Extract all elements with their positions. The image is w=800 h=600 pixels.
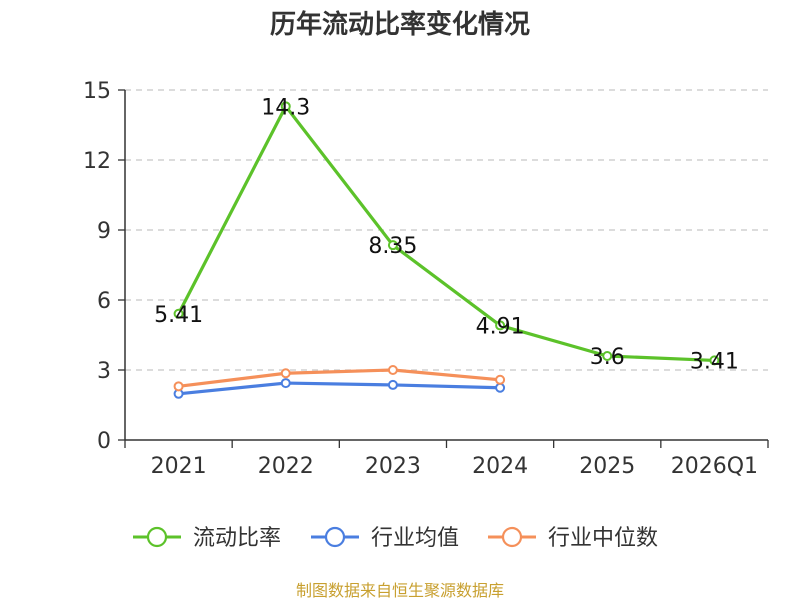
data-labels: 5.41 14.3 8.35 4.91 3.6 3.41 (154, 95, 739, 374)
y-tick-label-15: 15 (83, 79, 111, 104)
y-tick-labels: 0 3 6 9 12 15 (83, 79, 111, 454)
x-tick-label-2024: 2024 (472, 454, 528, 479)
data-label-5: 3.41 (690, 349, 739, 374)
legend-label-1: 行业均值 (371, 526, 459, 551)
data-point-0-5 (709, 355, 720, 366)
data-point-0-4 (602, 351, 613, 361)
data-label-2: 8.35 (368, 234, 417, 259)
data-label-3: 4.91 (476, 314, 525, 339)
y-tick-label-12: 12 (83, 149, 111, 174)
series-line-1 (178, 381, 501, 396)
data-label-1: 14.3 (261, 95, 310, 120)
data-point-1-2 (387, 379, 398, 390)
data-point-0-3 (495, 320, 506, 331)
source-note: 制图数据来自恒生聚源数据库 (296, 581, 504, 600)
data-point-2-3 (495, 374, 506, 385)
data-label-4: 3.6 (590, 345, 625, 370)
data-point-0-1 (280, 101, 291, 112)
legend-item-1[interactable]: 行业均值 (311, 526, 459, 551)
x-tick-label-2022: 2022 (258, 454, 314, 479)
series-group (173, 101, 720, 399)
legend-item-2[interactable]: 行业中位数 (488, 526, 658, 551)
series-line-2 (178, 368, 501, 388)
y-tick-label-6: 6 (97, 289, 111, 314)
y-tick-label-0: 0 (97, 429, 111, 454)
legend-marker-0 (146, 526, 168, 548)
x-tick-label-2025: 2025 (579, 454, 635, 479)
axes (118, 89, 769, 448)
data-point-2-2 (387, 365, 398, 375)
legend[interactable]: 流动比率 行业均值 行业中位数 (133, 526, 658, 551)
grid-lines (125, 89, 768, 371)
data-point-1-1 (280, 378, 291, 389)
y-tick-label-9: 9 (97, 219, 111, 244)
legend-label-2: 行业中位数 (548, 526, 658, 551)
legend-marker-2 (501, 526, 523, 548)
x-tick-label-2023: 2023 (365, 454, 421, 479)
legend-item-0[interactable]: 流动比率 (133, 526, 281, 551)
data-point-2-1 (280, 368, 291, 379)
x-tick-label-2026Q1: 2026Q1 (671, 454, 758, 479)
data-point-0-0 (173, 308, 184, 319)
data-point-1-3 (495, 382, 506, 393)
y-tick-label-3: 3 (97, 359, 111, 384)
legend-marker-1 (324, 526, 346, 548)
series-line-0 (177, 104, 715, 363)
data-point-2-0 (173, 381, 184, 392)
legend-label-0: 流动比率 (193, 526, 281, 551)
chart-title: 历年流动比率变化情况 (270, 9, 530, 40)
x-tick-label-2021: 2021 (151, 454, 207, 479)
x-tick-labels: 2021 2022 2023 2024 2025 2026Q1 (151, 454, 758, 479)
data-label-0: 5.41 (154, 303, 203, 328)
data-point-0-2 (387, 240, 398, 251)
